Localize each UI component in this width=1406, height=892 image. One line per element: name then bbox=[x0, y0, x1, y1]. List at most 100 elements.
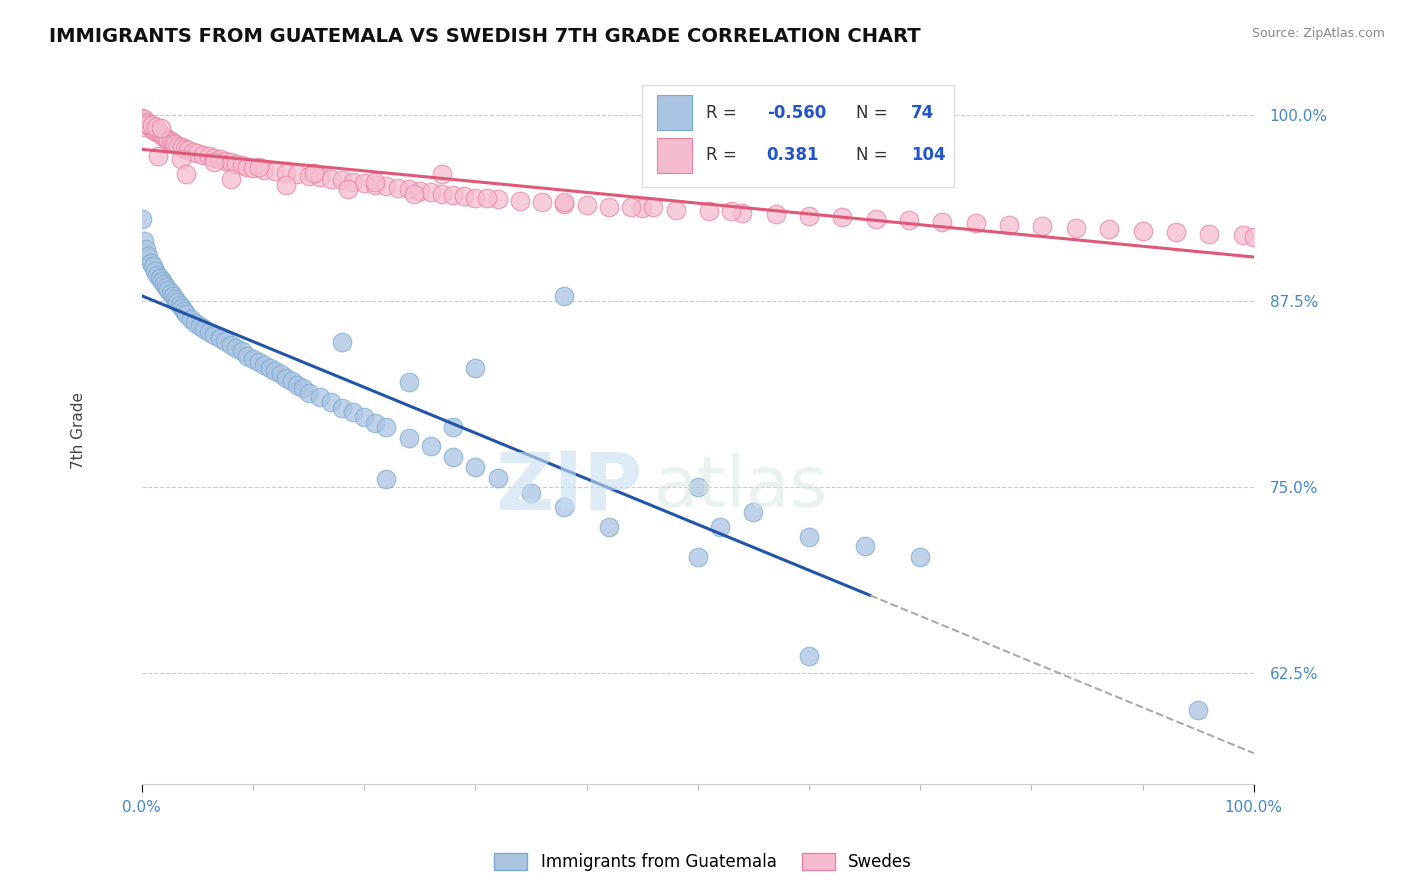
Point bbox=[1198, 227, 1220, 241]
Point bbox=[643, 200, 665, 214]
Point bbox=[208, 331, 231, 345]
Text: -0.560: -0.560 bbox=[766, 103, 825, 122]
Point bbox=[553, 289, 575, 303]
Point bbox=[135, 242, 157, 256]
Point bbox=[364, 416, 387, 430]
Point bbox=[419, 440, 441, 454]
Point bbox=[276, 178, 298, 192]
Point bbox=[375, 179, 398, 194]
Point bbox=[131, 120, 153, 134]
Point bbox=[174, 167, 197, 181]
Point bbox=[270, 367, 292, 381]
Point bbox=[214, 334, 236, 348]
Point bbox=[686, 549, 709, 564]
Point bbox=[853, 539, 876, 553]
Point bbox=[132, 112, 155, 127]
Point bbox=[330, 401, 353, 415]
Point bbox=[375, 472, 398, 486]
Point bbox=[486, 471, 509, 485]
Point bbox=[264, 363, 287, 377]
Point bbox=[184, 316, 207, 330]
Text: ZIP: ZIP bbox=[495, 449, 643, 526]
Point bbox=[336, 182, 359, 196]
Point bbox=[139, 256, 162, 270]
Point bbox=[398, 431, 420, 445]
Point bbox=[1187, 703, 1209, 717]
Point bbox=[598, 520, 620, 534]
Point bbox=[409, 184, 432, 198]
Point bbox=[430, 167, 453, 181]
Point bbox=[242, 351, 264, 366]
Point bbox=[236, 160, 259, 174]
Point bbox=[1232, 228, 1254, 243]
Point bbox=[631, 202, 654, 216]
Point bbox=[150, 128, 173, 143]
Point bbox=[720, 204, 742, 219]
Point bbox=[453, 189, 475, 203]
Point bbox=[173, 304, 195, 318]
Point bbox=[264, 164, 287, 178]
Point bbox=[153, 277, 176, 292]
FancyBboxPatch shape bbox=[657, 95, 692, 130]
Point bbox=[664, 202, 686, 217]
Point bbox=[898, 213, 921, 227]
Point bbox=[697, 204, 720, 219]
Point bbox=[486, 193, 509, 207]
Point bbox=[165, 292, 187, 306]
Point bbox=[797, 530, 820, 544]
Point bbox=[1132, 224, 1154, 238]
Text: Source: ZipAtlas.com: Source: ZipAtlas.com bbox=[1251, 27, 1385, 40]
Point bbox=[731, 206, 754, 220]
Point bbox=[342, 175, 364, 189]
Point bbox=[162, 289, 184, 303]
Point bbox=[364, 178, 387, 192]
Point bbox=[364, 175, 387, 189]
Point bbox=[219, 338, 242, 352]
Point bbox=[231, 344, 253, 359]
Text: R =: R = bbox=[706, 103, 737, 122]
Point bbox=[1164, 225, 1187, 239]
Point bbox=[170, 153, 193, 167]
Point bbox=[575, 198, 598, 212]
Point bbox=[132, 234, 155, 248]
Point bbox=[464, 191, 486, 205]
Point bbox=[202, 155, 225, 169]
Point bbox=[441, 450, 464, 464]
Point bbox=[520, 485, 543, 500]
Text: 0.381: 0.381 bbox=[766, 146, 820, 164]
Point bbox=[149, 127, 172, 141]
Point bbox=[276, 371, 298, 385]
Point bbox=[765, 207, 787, 221]
Point bbox=[143, 264, 166, 278]
Point bbox=[908, 549, 931, 564]
Point bbox=[197, 149, 219, 163]
Point bbox=[155, 131, 177, 145]
Point bbox=[174, 142, 197, 156]
Point bbox=[159, 286, 181, 301]
Point bbox=[686, 480, 709, 494]
Point bbox=[135, 115, 157, 129]
Point bbox=[157, 283, 180, 297]
Text: 104: 104 bbox=[911, 146, 946, 164]
Point bbox=[931, 215, 953, 229]
Point bbox=[1031, 219, 1053, 234]
Point bbox=[308, 390, 330, 404]
Point bbox=[165, 137, 187, 152]
Point bbox=[531, 195, 554, 210]
Point bbox=[174, 307, 197, 321]
Point bbox=[419, 185, 441, 199]
Point bbox=[149, 121, 172, 136]
Point bbox=[430, 186, 453, 201]
Point bbox=[148, 149, 170, 163]
Point bbox=[139, 121, 162, 136]
Point bbox=[553, 195, 575, 210]
Point bbox=[797, 209, 820, 223]
Point bbox=[193, 322, 215, 336]
Point bbox=[149, 271, 172, 285]
Text: IMMIGRANTS FROM GUATEMALA VS SWEDISH 7TH GRADE CORRELATION CHART: IMMIGRANTS FROM GUATEMALA VS SWEDISH 7TH… bbox=[49, 27, 921, 45]
Point bbox=[177, 144, 200, 158]
Point bbox=[202, 327, 225, 342]
Point bbox=[138, 118, 160, 132]
Point bbox=[142, 122, 165, 136]
Point bbox=[214, 153, 236, 168]
